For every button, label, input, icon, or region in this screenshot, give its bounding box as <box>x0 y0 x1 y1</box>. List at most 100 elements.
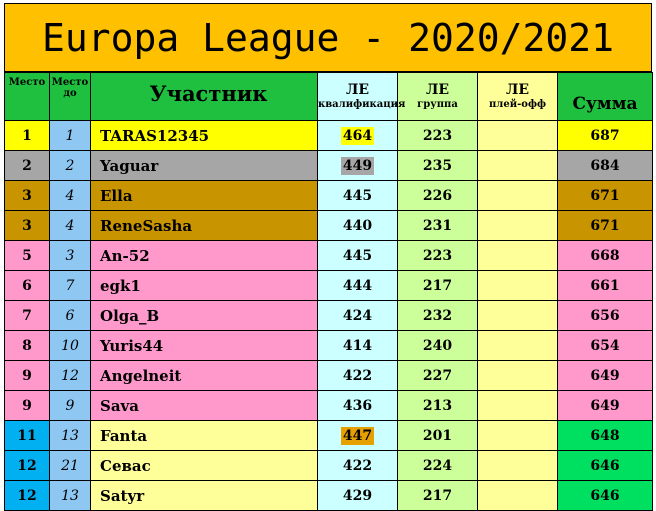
header-group: ЛЕ группа <box>397 72 478 121</box>
participant-cell: egk1 <box>90 270 318 301</box>
table-row: 7 6 Olga_B 424 232 656 <box>4 300 653 331</box>
participant-cell: TARAS12345 <box>90 120 318 151</box>
qualification-cell: 436 <box>317 390 398 421</box>
prev-rank-cell: 13 <box>49 480 91 511</box>
header-playoff-bottom: плей-офф <box>488 99 546 110</box>
qualification-value: 436 <box>342 397 373 414</box>
participant-cell: Fanta <box>90 420 318 451</box>
prev-rank-cell: 4 <box>49 210 91 241</box>
group-cell: 223 <box>397 120 478 151</box>
playoff-cell <box>477 420 558 451</box>
qualification-cell: 422 <box>317 450 398 481</box>
playoff-cell <box>477 150 558 181</box>
sheet-title: Europa League - 2020/2021 <box>4 3 652 72</box>
rank-cell: 12 <box>4 450 50 481</box>
rank-cell: 6 <box>4 270 50 301</box>
participant-cell: Olga_B <box>90 300 318 331</box>
header-qualification-top: ЛЕ <box>345 82 370 98</box>
prev-rank-cell: 12 <box>49 360 91 391</box>
prev-rank-cell: 21 <box>49 450 91 481</box>
participant-cell: Angelneit <box>90 360 318 391</box>
rank-cell: 9 <box>4 360 50 391</box>
qualification-cell: 464 <box>317 120 398 151</box>
sum-cell: 687 <box>557 120 653 151</box>
sum-cell: 646 <box>557 450 653 481</box>
qualification-value: 445 <box>342 187 373 204</box>
rank-cell: 3 <box>4 180 50 211</box>
playoff-cell <box>477 330 558 361</box>
participant-cell: Yaguar <box>90 150 318 181</box>
sum-cell: 684 <box>557 150 653 181</box>
qualification-value: 464 <box>340 126 375 145</box>
header-rank: Место <box>4 72 50 121</box>
prev-rank-cell: 7 <box>49 270 91 301</box>
playoff-cell <box>477 300 558 331</box>
prev-rank-cell: 2 <box>49 150 91 181</box>
rank-cell: 9 <box>4 390 50 421</box>
playoff-cell <box>477 360 558 391</box>
rank-cell: 1 <box>4 120 50 151</box>
header-qualification-bottom: квалификация <box>318 99 406 110</box>
group-cell: 201 <box>397 420 478 451</box>
qualification-value: 447 <box>340 426 375 445</box>
prev-rank-cell: 1 <box>49 120 91 151</box>
prev-rank-cell: 3 <box>49 240 91 271</box>
qualification-cell: 414 <box>317 330 398 361</box>
prev-rank-cell: 10 <box>49 330 91 361</box>
sum-cell: 648 <box>557 420 653 451</box>
qualification-value: 440 <box>342 217 373 234</box>
qualification-cell: 429 <box>317 480 398 511</box>
group-cell: 217 <box>397 480 478 511</box>
rank-cell: 3 <box>4 210 50 241</box>
sum-cell: 668 <box>557 240 653 271</box>
playoff-cell <box>477 480 558 511</box>
table-row: 3 4 Ella 445 226 671 <box>4 180 653 211</box>
participant-cell: An-52 <box>90 240 318 271</box>
table-row: 11 13 Fanta 447 201 648 <box>4 420 653 451</box>
prev-rank-cell: 4 <box>49 180 91 211</box>
playoff-cell <box>477 270 558 301</box>
group-cell: 226 <box>397 180 478 211</box>
table-row: 8 10 Yuris44 414 240 654 <box>4 330 653 361</box>
group-cell: 223 <box>397 240 478 271</box>
group-cell: 224 <box>397 450 478 481</box>
playoff-cell <box>477 450 558 481</box>
participant-cell: Севас <box>90 450 318 481</box>
table-row: 9 9 Sava 436 213 649 <box>4 390 653 421</box>
table-row: 3 4 ReneSasha 440 231 671 <box>4 210 653 241</box>
group-cell: 232 <box>397 300 478 331</box>
qualification-cell: 445 <box>317 240 398 271</box>
header-prev-rank: Место до <box>49 72 91 121</box>
playoff-cell <box>477 240 558 271</box>
group-cell: 227 <box>397 360 478 391</box>
qualification-cell: 449 <box>317 150 398 181</box>
participant-cell: Sava <box>90 390 318 421</box>
qualification-cell: 440 <box>317 210 398 241</box>
rank-cell: 12 <box>4 480 50 511</box>
rank-cell: 2 <box>4 150 50 181</box>
header-group-bottom: группа <box>417 99 458 110</box>
qualification-value: 449 <box>340 156 375 175</box>
qualification-cell: 445 <box>317 180 398 211</box>
group-cell: 217 <box>397 270 478 301</box>
sum-cell: 646 <box>557 480 653 511</box>
standings-table: Место Место до Участник ЛЕ квалификация … <box>4 72 653 511</box>
table-row: 9 12 Angelneit 422 227 649 <box>4 360 653 391</box>
participant-cell: Satyr <box>90 480 318 511</box>
header-participant: Участник <box>90 72 318 121</box>
sum-cell: 649 <box>557 360 653 391</box>
sum-cell: 661 <box>557 270 653 301</box>
header-playoff: ЛЕ плей-офф <box>477 72 558 121</box>
qualification-cell: 444 <box>317 270 398 301</box>
playoff-cell <box>477 210 558 241</box>
prev-rank-cell: 13 <box>49 420 91 451</box>
qualification-value: 424 <box>342 307 373 324</box>
group-cell: 240 <box>397 330 478 361</box>
header-playoff-top: ЛЕ <box>505 82 530 98</box>
header-qualification: ЛЕ квалификация <box>317 72 406 121</box>
qualification-value: 414 <box>342 337 373 354</box>
table-row: 1 1 TARAS12345 464 223 687 <box>4 120 653 151</box>
sum-cell: 671 <box>557 180 653 211</box>
table-row: 12 21 Севас 422 224 646 <box>4 450 653 481</box>
qualification-cell: 424 <box>317 300 398 331</box>
